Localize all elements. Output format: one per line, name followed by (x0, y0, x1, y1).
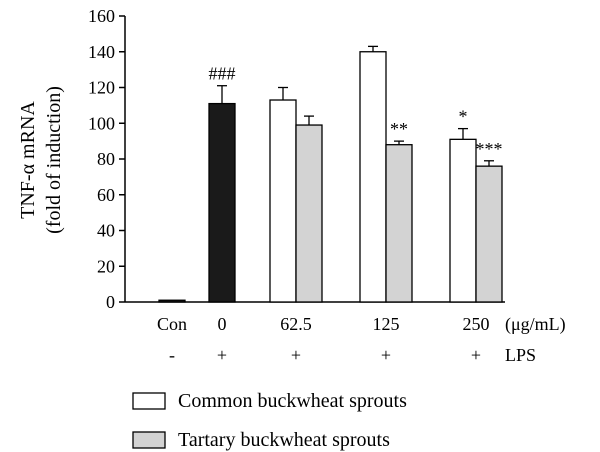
x-category-label: 125 (373, 314, 400, 334)
lps-sign-label: + (291, 345, 301, 365)
y-axis-title: TNF-α mRNA (fold of induction) (17, 86, 65, 234)
lps-sign-label: - (169, 345, 175, 365)
y-tick-label: 100 (88, 113, 115, 133)
lps-sign-label: + (381, 345, 391, 365)
lps-label: LPS (505, 345, 536, 365)
bar-Con-0 (158, 299, 186, 303)
x-category-label: Con (157, 314, 187, 334)
y-tick-label: 60 (97, 185, 115, 205)
bar-0-0 (208, 102, 236, 303)
legend-label-2: Tartary buckwheat sprouts (178, 429, 390, 451)
legend-swatch-2 (132, 431, 166, 449)
bar-250-0 (449, 138, 477, 303)
bar-62.5-1 (295, 124, 323, 303)
bars: ###****** (158, 45, 503, 303)
legend-label-1: Common buckwheat sprouts (178, 390, 407, 412)
legend: Common buckwheat sprouts Tartary buckwhea… (132, 390, 407, 451)
y-axis-ticks: 0 20 40 60 80 100 120 140 160 (88, 6, 125, 312)
x-unit-label: (μg/mL) (505, 314, 566, 335)
x-category-label: 62.5 (280, 314, 312, 334)
bar-62.5-0 (269, 99, 297, 303)
significance-label: * (459, 107, 468, 127)
significance-label: ### (209, 64, 236, 84)
x-category-label: 250 (463, 314, 490, 334)
y-tick-label: 0 (106, 292, 115, 312)
y-tick-label: 80 (97, 149, 115, 169)
significance-label: ** (390, 119, 408, 139)
x-axis-labels: Con - 0 +62.5 +125 +250 + (157, 314, 490, 365)
y-axis-title-line-2: (fold of induction) (43, 86, 65, 234)
legend-swatch-1 (132, 392, 166, 410)
bar-125-1 (385, 144, 413, 303)
y-tick-label: 140 (88, 42, 115, 62)
lps-sign-label: + (217, 345, 227, 365)
lps-sign-label: + (471, 345, 481, 365)
bar-125-0 (359, 51, 387, 303)
significance-label: *** (476, 139, 503, 159)
x-category-label: 0 (218, 314, 227, 334)
bar-250-1 (475, 165, 503, 303)
y-tick-label: 120 (88, 78, 115, 98)
y-tick-label: 20 (97, 256, 115, 276)
y-tick-label: 40 (97, 221, 115, 241)
y-axis-title-line-1: TNF-α mRNA (17, 101, 39, 219)
y-tick-label: 160 (88, 6, 115, 26)
